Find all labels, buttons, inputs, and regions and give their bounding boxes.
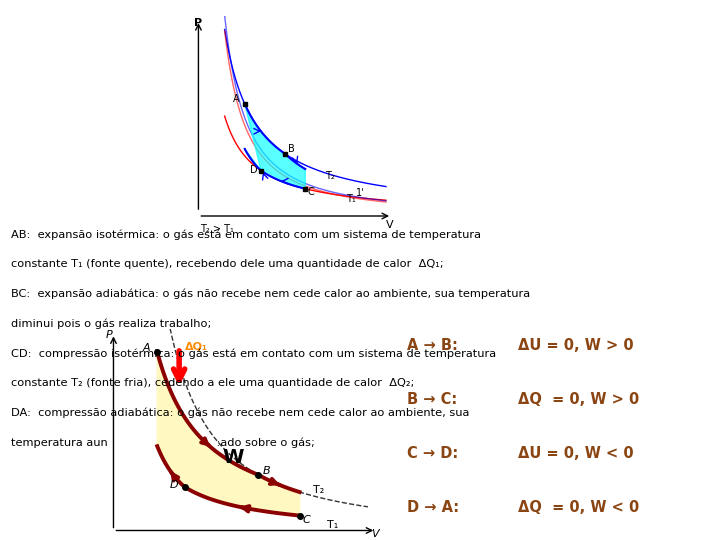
Text: ΔQ₁: ΔQ₁ — [184, 341, 207, 351]
Text: D → A:: D → A: — [407, 500, 459, 515]
Text: W: W — [222, 448, 244, 467]
Text: P: P — [105, 329, 112, 340]
Text: T₂: T₂ — [325, 171, 336, 181]
Polygon shape — [157, 352, 300, 516]
Text: ΔQ  = 0, W > 0: ΔQ = 0, W > 0 — [518, 392, 639, 407]
Text: V: V — [386, 220, 394, 230]
Text: diminui pois o gás realiza trabalho;: diminui pois o gás realiza trabalho; — [11, 319, 211, 329]
Text: B: B — [288, 144, 295, 154]
Text: constante T₂ (fonte fria), cedendo a ele uma quantidade de calor  ΔQ₂;: constante T₂ (fonte fria), cedendo a ele… — [11, 378, 414, 388]
Text: A: A — [233, 94, 239, 104]
Text: C: C — [307, 187, 314, 197]
Text: 1': 1' — [356, 188, 364, 198]
Text: ΔQ  = 0, W < 0: ΔQ = 0, W < 0 — [518, 500, 639, 515]
Text: constante T₁ (fonte quente), recebendo dele uma quantidade de calor  ΔQ₁;: constante T₁ (fonte quente), recebendo d… — [11, 259, 444, 269]
Text: BC:  expansão adiabática: o gás não recebe nem cede calor ao ambiente, sua tempe: BC: expansão adiabática: o gás não receb… — [11, 289, 530, 299]
Text: temperatura aun                              :ado sobre o gás;: temperatura aun :ado sobre o gás; — [11, 437, 315, 448]
Text: A → B:: A → B: — [407, 338, 458, 353]
Text: ΔU = 0, W < 0: ΔU = 0, W < 0 — [518, 446, 634, 461]
Text: T₂: T₂ — [313, 485, 325, 495]
Text: B → C:: B → C: — [407, 392, 457, 407]
Text: CD:  compressão isotérmica: o gás está em contato com um sistema de temperatura: CD: compressão isotérmica: o gás está em… — [11, 348, 496, 359]
Polygon shape — [245, 104, 305, 189]
Text: T₂ > T₁: T₂ > T₁ — [200, 224, 234, 234]
Text: T₁: T₁ — [327, 520, 338, 530]
Text: V: V — [371, 529, 378, 539]
Text: AB:  expansão isotérmica: o gás está em contato com um sistema de temperatura: AB: expansão isotérmica: o gás está em c… — [11, 230, 481, 240]
Text: ΔU = 0, W > 0: ΔU = 0, W > 0 — [518, 338, 634, 353]
Text: T₁: T₁ — [346, 194, 356, 204]
Text: DA:  compressão adiabática: o gás não recebe nem cede calor ao ambiente, sua: DA: compressão adiabática: o gás não rec… — [11, 408, 469, 418]
Text: B: B — [263, 466, 270, 476]
Text: P: P — [194, 18, 202, 28]
Text: C: C — [302, 515, 310, 525]
Text: D: D — [170, 480, 178, 490]
Text: A: A — [142, 343, 150, 353]
Text: C → D:: C → D: — [407, 446, 458, 461]
Text: D: D — [250, 165, 258, 174]
